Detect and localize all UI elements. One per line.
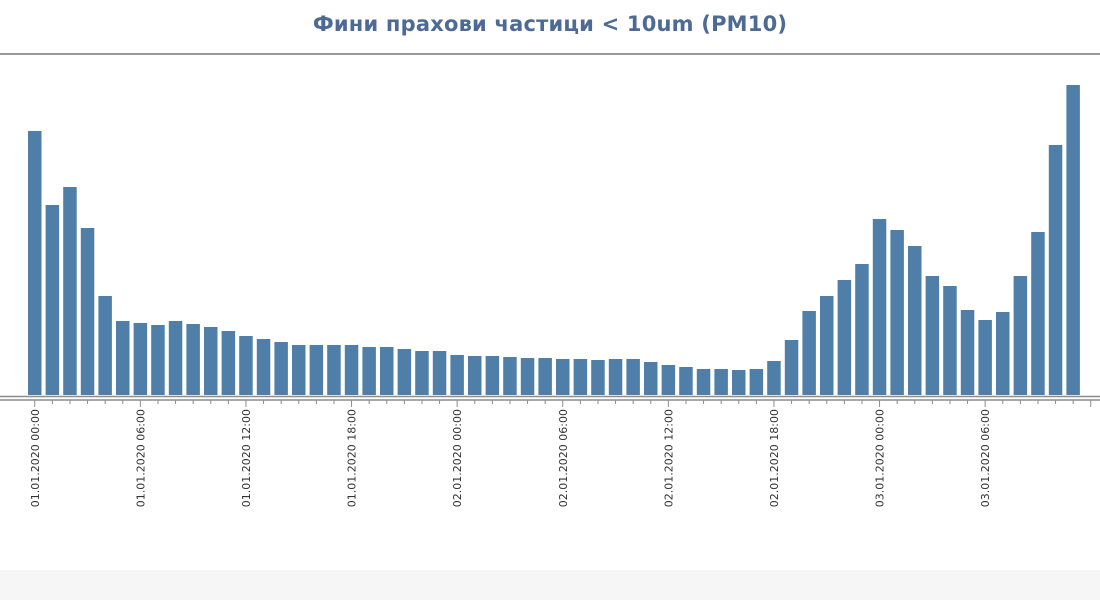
bar <box>820 296 834 395</box>
bar <box>239 336 253 395</box>
x-tick-labels: 01.01.2020 00:00 01.01.2020 06:00 01.01.20… <box>29 409 992 507</box>
bar <box>450 355 464 395</box>
x-tick-label: 03.01.2020 06:00 <box>979 409 992 507</box>
bar <box>186 324 200 395</box>
bar <box>362 347 376 395</box>
bar <box>1031 232 1045 395</box>
x-axis <box>0 395 1100 407</box>
bar <box>397 349 412 395</box>
bar <box>837 280 852 395</box>
bar <box>204 327 218 395</box>
bar <box>978 320 992 395</box>
bar <box>28 131 42 395</box>
bar <box>960 310 975 395</box>
bar <box>556 359 570 395</box>
bar <box>661 365 676 395</box>
x-tick-label: 02.01.2020 00:00 <box>451 409 464 507</box>
bar <box>468 356 482 395</box>
bar <box>855 264 869 395</box>
bar <box>503 357 517 395</box>
bar <box>221 331 236 395</box>
bar <box>714 369 728 395</box>
x-tick-label: 03.01.2020 00:00 <box>874 409 887 507</box>
bars-layer <box>28 85 1080 395</box>
bar <box>344 345 359 395</box>
bar <box>274 342 288 395</box>
bar <box>432 351 447 395</box>
bar <box>591 360 605 395</box>
bar <box>520 358 535 395</box>
x-tick-label: 01.01.2020 00:00 <box>29 409 42 507</box>
bar <box>538 358 552 395</box>
bar <box>732 370 746 395</box>
bar <box>415 351 429 395</box>
bar <box>626 359 640 395</box>
bar <box>608 359 623 395</box>
bar <box>749 369 764 395</box>
bar <box>327 345 341 395</box>
bar-chart: 01.01.2020 00:00 01.01.2020 06:00 01.01.20… <box>0 85 1100 507</box>
bar <box>1013 276 1028 395</box>
bar <box>784 340 799 395</box>
bar <box>696 369 711 395</box>
bar <box>133 323 148 395</box>
bar <box>309 345 324 395</box>
bar <box>292 345 306 395</box>
bar <box>943 286 957 395</box>
bottom-band <box>0 570 1100 600</box>
chart-title: Фини прахови частици < 10um (PM10) <box>312 12 788 36</box>
x-tick-label: 02.01.2020 06:00 <box>557 409 570 507</box>
title-divider <box>0 53 1100 55</box>
bar <box>116 321 130 395</box>
x-tick-label: 02.01.2020 12:00 <box>662 409 675 507</box>
bar <box>80 228 95 395</box>
bar <box>644 362 658 395</box>
x-tick-label: 01.01.2020 12:00 <box>240 409 253 507</box>
bar <box>256 339 271 395</box>
bar <box>872 219 887 395</box>
bar <box>1066 85 1080 395</box>
bar <box>63 187 77 395</box>
x-tick-label: 01.01.2020 06:00 <box>134 409 147 507</box>
bar <box>996 312 1010 395</box>
bar <box>168 321 183 395</box>
bar <box>679 367 693 395</box>
bar <box>890 230 904 395</box>
x-tick-label: 02.01.2020 18:00 <box>768 409 781 507</box>
bar <box>1048 145 1063 395</box>
bar <box>908 246 922 395</box>
bar <box>767 361 781 395</box>
bar <box>802 311 816 395</box>
x-tick-label: 01.01.2020 18:00 <box>346 409 359 507</box>
bar <box>45 205 60 395</box>
bar <box>151 325 165 395</box>
bar <box>98 296 112 395</box>
bar <box>925 276 940 395</box>
bar <box>485 356 500 395</box>
bar <box>380 347 394 395</box>
bar <box>573 359 588 395</box>
